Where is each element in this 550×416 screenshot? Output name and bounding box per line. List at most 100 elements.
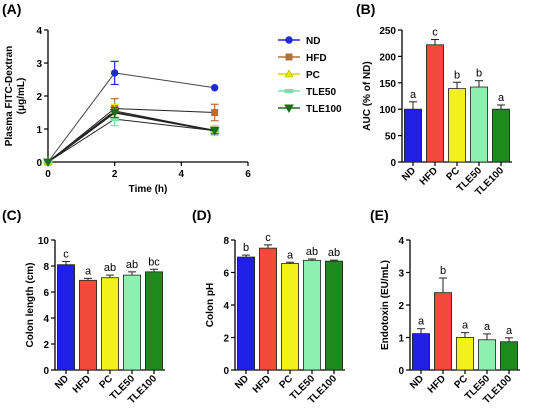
bar: [281, 263, 299, 371]
y-tick-label: 0: [36, 158, 42, 169]
series-line: [47, 108, 215, 163]
bar-group: bc: [145, 256, 163, 371]
bar: [303, 259, 321, 371]
x-tick-label: ND: [53, 373, 71, 391]
significance-letter: a: [418, 316, 425, 328]
data-point: [43, 158, 53, 168]
significance-letter: a: [484, 321, 491, 333]
data-point: [109, 109, 120, 118]
bar-group: a: [79, 265, 97, 371]
bar: [101, 277, 119, 371]
significance-letter: c: [265, 232, 271, 244]
legend-label: TLE100: [306, 104, 342, 115]
series-tle50: [43, 111, 220, 164]
bar-group: a: [404, 89, 422, 163]
x-tick-label: ND: [400, 165, 418, 183]
y-axis-label: Endotoxin (EU/mL): [380, 260, 391, 350]
legend-label: HFD: [306, 53, 327, 64]
data-point: [110, 69, 119, 77]
y-tick-label: 8: [223, 236, 229, 247]
bar-group: ab: [123, 259, 141, 371]
bar-group: a: [412, 316, 430, 371]
legend-marker: [284, 89, 294, 93]
y-axis-label: Plasma FITC-Dextran(μg/mL): [4, 46, 27, 147]
bar: [325, 260, 343, 371]
y-axis-label-line: Plasma FITC-Dextran: [4, 46, 15, 147]
x-tick-label: 4: [179, 169, 185, 180]
x-tick-label: PC: [98, 373, 116, 391]
significance-letter: c: [63, 248, 69, 260]
legend-label: ND: [306, 36, 320, 47]
bar-group: b: [448, 69, 466, 163]
y-tick-label: 4: [398, 236, 404, 247]
x-tick-label: ND: [408, 373, 426, 391]
y-tick-label: 1: [36, 125, 42, 136]
data-point: [210, 84, 219, 92]
significance-letter: b: [476, 68, 482, 80]
bar: [123, 274, 141, 371]
y-tick-label: 100: [379, 105, 396, 116]
significance-letter: ab: [104, 262, 116, 274]
significance-letter: ab: [328, 247, 340, 259]
series-nd: [44, 60, 219, 166]
legend-label: PC: [306, 70, 320, 81]
y-axis-label: Colon length (cm): [25, 263, 36, 348]
bar: [478, 339, 496, 371]
y-tick-label: 4: [36, 26, 42, 37]
bar-group: a: [478, 321, 496, 371]
panel-label: (B): [356, 1, 375, 17]
panel-label: (D): [192, 207, 211, 223]
series-tle100: [43, 106, 220, 168]
bar: [492, 108, 510, 163]
bar-group: b: [470, 68, 488, 163]
y-tick-label: 4: [223, 301, 229, 312]
x-tick-label: HFD: [251, 373, 273, 395]
y-tick-label: 0: [223, 366, 229, 377]
x-tick-label: 0: [45, 169, 51, 180]
series-line: [47, 110, 215, 163]
y-tick-label: 1: [398, 334, 404, 345]
bar: [470, 86, 488, 163]
x-tick-label: HFD: [418, 165, 440, 187]
y-tick-label: 10: [38, 236, 50, 247]
bar: [404, 108, 422, 163]
y-tick-label: 4: [43, 314, 49, 325]
bar-group: c: [57, 248, 75, 371]
y-tick-label: 0: [398, 366, 404, 377]
bar: [434, 292, 452, 371]
bar-group: b: [237, 242, 255, 371]
bar-group: a: [500, 325, 518, 371]
series-line: [47, 111, 215, 163]
bar: [456, 337, 474, 371]
y-axis-label-line: (μg/mL): [16, 78, 27, 115]
bar: [412, 333, 430, 371]
x-tick-label: HFD: [71, 373, 93, 395]
y-tick-label: 8: [43, 262, 49, 273]
y-tick-label: 6: [223, 269, 229, 280]
significance-letter: a: [462, 320, 469, 332]
y-tick-label: 2: [36, 92, 42, 103]
bar: [426, 44, 444, 163]
bar-group: c: [259, 232, 277, 371]
y-tick-label: 2: [43, 340, 49, 351]
significance-letter: a: [287, 249, 294, 261]
y-tick-label: 0: [390, 158, 396, 169]
bar-group: b: [434, 265, 452, 371]
y-tick-label: 50: [385, 132, 397, 143]
x-tick-label: 2: [112, 169, 118, 180]
panel-a: (A) 0 1 2 3 4 Plasma FITC-Dextran(μg/mL) 0 2 4 6 Ti…: [2, 1, 342, 195]
panel-b: (B) 0 50 100 150 200 250 AUC (% of ND) a ND c HFD b P…: [356, 1, 512, 198]
legend-marker: [285, 53, 293, 61]
legend-marker: [284, 104, 294, 114]
bar: [500, 341, 518, 371]
bar-group: a: [456, 320, 474, 371]
significance-letter: ab: [306, 246, 318, 258]
legend: ND HFD PC TLE50 TLE100: [278, 36, 342, 115]
series-line: [47, 72, 215, 163]
panel-label: (A): [2, 1, 21, 17]
data-point: [211, 109, 219, 116]
bar: [259, 247, 277, 371]
significance-letter: a: [506, 325, 513, 337]
y-axis-label: AUC (% of ND): [362, 61, 373, 130]
bar-group: ab: [325, 247, 343, 371]
